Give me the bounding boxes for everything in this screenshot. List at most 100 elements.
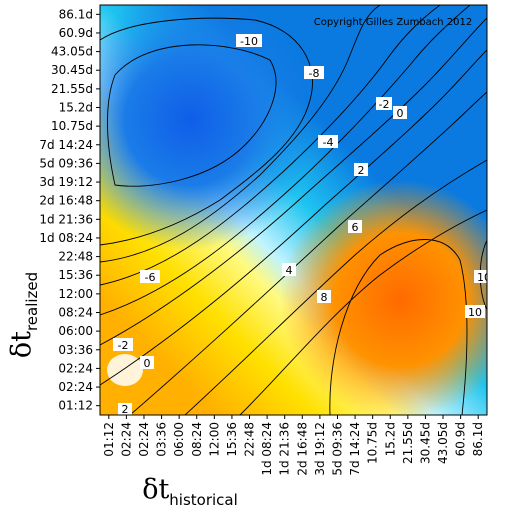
contour-label: 6: [348, 220, 362, 234]
contour-plus6: [184, 159, 487, 415]
y-tick-label: 2d 16:48: [39, 194, 93, 208]
x-tick-label: 01:12: [102, 422, 116, 457]
y-tick-label: 5d 09:36: [39, 156, 93, 170]
x-axis: 01:12 02:24 02:24 03:36 06:00 08:24 12:00 15:36…: [102, 415, 485, 476]
svg-text:0: 0: [397, 107, 404, 120]
x-axis-subscript: historical: [169, 491, 238, 509]
x-tick-label: 10.75d: [366, 422, 380, 464]
svg-text:-6: -6: [145, 271, 156, 284]
y-tick-label: 01:12: [58, 399, 93, 413]
x-tick-label: 1d 08:24: [260, 422, 274, 476]
x-tick-label: 06:00: [172, 422, 186, 457]
x-tick-label: 03:36: [155, 422, 169, 457]
contour-plus8: [239, 209, 487, 415]
contour-label: 8: [317, 290, 331, 304]
svg-text:4: 4: [286, 264, 293, 277]
contour-zero: [100, 17, 487, 346]
contour-plus2: [100, 49, 487, 386]
y-tick-label: 60.9d: [59, 26, 93, 40]
y-tick-label: 1d 21:36: [39, 212, 93, 226]
contour-label: 2: [354, 163, 368, 177]
y-tick-label: 43.05d: [51, 45, 93, 59]
plot-area: -10 -8 -6 -4 -2 0: [100, 5, 491, 416]
y-tick-label: 12:00: [58, 287, 93, 301]
contour-label: 10: [474, 270, 491, 284]
x-tick-label: 21.55d: [401, 422, 415, 464]
svg-text:2: 2: [358, 164, 365, 177]
contour-label: -2: [376, 97, 392, 111]
x-tick-label: 2d 16:48: [295, 422, 309, 476]
svg-text:-10: -10: [240, 35, 258, 48]
contour-minus8: [100, 17, 313, 246]
white-spot: [107, 354, 143, 386]
contour-label: -6: [140, 270, 160, 284]
x-tick-label: 1d 21:36: [278, 422, 292, 476]
svg-text:-2: -2: [118, 339, 129, 352]
contour-label: 0: [393, 106, 407, 120]
x-tick-label: 22:48: [243, 422, 257, 457]
positive-region: [100, 5, 487, 415]
contour-lines: [100, 5, 487, 415]
contour-label: 10: [465, 305, 485, 319]
svg-text:6: 6: [352, 221, 359, 234]
x-tick-label: 02:24: [137, 422, 151, 457]
x-tick-label: 60.9d: [454, 422, 468, 456]
x-axis-label: δthistorical: [142, 474, 238, 509]
svg-text:δtrealized: δtrealized: [6, 272, 41, 358]
y-tick-label: 7d 14:24: [39, 138, 93, 152]
y-tick-label: 86.1d: [59, 7, 93, 21]
x-axis-symbol: δt: [142, 474, 169, 505]
x-tick-label: 7d 14:24: [348, 422, 362, 476]
contour-label: 2: [118, 403, 132, 416]
contour-label: -4: [318, 135, 338, 149]
x-tick-label: 02:24: [119, 422, 133, 457]
y-tick-label: 10.75d: [51, 119, 93, 133]
contour-plus4: [129, 91, 487, 415]
svg-text:-8: -8: [309, 67, 320, 80]
contour-label: -8: [304, 66, 324, 80]
x-tick-label: 15:36: [225, 422, 239, 457]
x-tick-label: 15.2d: [383, 422, 397, 456]
contour-minus6: [100, 5, 381, 263]
y-tick-label: 02:24: [58, 361, 93, 375]
svg-text:10: 10: [468, 306, 482, 319]
y-axis-symbol: δt: [6, 331, 37, 358]
y-tick-label: 30.45d: [51, 63, 93, 77]
x-tick-label: 12:00: [207, 422, 221, 457]
plot-frame: [99, 4, 488, 416]
svg-text:0: 0: [144, 357, 151, 370]
svg-text:10: 10: [477, 271, 491, 284]
y-axis-label: δtrealized: [6, 272, 41, 358]
contour-minus10: [107, 44, 277, 187]
y-tick-label: 08:24: [58, 306, 93, 320]
svg-text:8: 8: [321, 291, 328, 304]
svg-text:δthistorical: δthistorical: [142, 474, 238, 509]
y-axis-subscript: realized: [23, 272, 41, 331]
svg-text:-2: -2: [379, 98, 390, 111]
y-tick-label: 15:36: [58, 268, 93, 282]
y-tick-label: 03:36: [58, 343, 93, 357]
contour-label: -2: [113, 338, 133, 352]
x-tick-label: 86.1d: [471, 422, 485, 456]
y-tick-label: 3d 19:12: [39, 175, 93, 189]
svg-text:-4: -4: [323, 136, 334, 149]
y-tick-label: 02:24: [58, 380, 93, 394]
svg-text:2: 2: [122, 403, 129, 416]
y-tick-label: 21.55d: [51, 82, 93, 96]
x-tick-label: 08:24: [190, 422, 204, 457]
y-axis: 86.1d 60.9d 43.05d 30.45d 21.55d 15.2d 10.75d 7…: [39, 7, 100, 413]
contour-label: 4: [282, 263, 296, 277]
y-tick-label: 22:48: [58, 250, 93, 264]
x-tick-label: 30.45d: [418, 422, 432, 464]
contour-label-layer: -10 -8 -6 -4 -2 0: [113, 34, 491, 416]
contour-plus10: [329, 239, 468, 415]
contour-label: -10: [236, 34, 262, 48]
y-tick-label: 06:00: [58, 324, 93, 338]
x-tick-label: 43.05d: [436, 422, 450, 464]
x-tick-label: 3d 19:12: [313, 422, 327, 476]
y-tick-label: 15.2d: [59, 101, 93, 115]
contour-label: 0: [140, 356, 154, 370]
copyright-text: Copyright Gilles Zumbach 2012: [314, 17, 473, 28]
x-tick-label: 5d 09:36: [330, 422, 344, 476]
